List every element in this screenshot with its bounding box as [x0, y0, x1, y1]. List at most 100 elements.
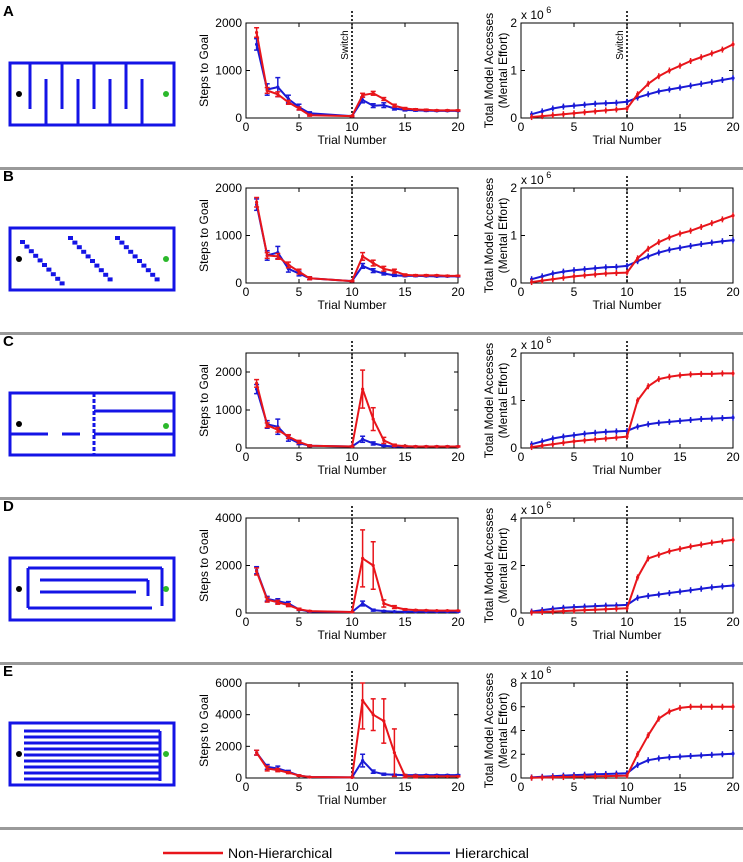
- data-point: [361, 254, 365, 258]
- series-non-hierarchical: [530, 370, 735, 451]
- data-point: [614, 101, 619, 105]
- steps-chart: 0 5 10 15 20 0 1000 2000 Trial Number Steps to Go…: [197, 341, 465, 477]
- data-point: [255, 381, 259, 385]
- data-point: [255, 751, 259, 755]
- y-axis-label: Steps to Goal: [197, 364, 211, 437]
- x-tick-label: 0: [518, 450, 525, 464]
- y-axis-label: Total Model Accesses: [482, 343, 496, 458]
- data-point: [403, 607, 407, 612]
- data-point: [350, 444, 354, 449]
- data-point: [392, 443, 396, 447]
- steps-chart: 0 5 10 15 20 0 1000 2000 Trial Number Steps to Go…: [197, 176, 465, 312]
- x-axis-label: Trial Number: [318, 463, 387, 477]
- data-point: [572, 609, 576, 613]
- maze-wall: [123, 245, 129, 250]
- multiplier-label: x 10 6: [521, 665, 551, 682]
- data-point: [561, 112, 566, 116]
- data-point: [456, 609, 460, 613]
- data-point: [667, 235, 672, 239]
- goal-dot: [163, 91, 169, 97]
- data-point: [382, 271, 386, 276]
- data-point: [265, 598, 269, 602]
- y-axis-label: Steps to Goal: [197, 34, 211, 107]
- maze-wall: [50, 272, 56, 277]
- data-point: [350, 279, 354, 283]
- legend-hierarchical-label: Hierarchical: [455, 845, 529, 861]
- y-tick-label: 0: [235, 771, 242, 785]
- data-point: [572, 268, 576, 272]
- data-point: [540, 444, 544, 448]
- y-tick-label: 2000: [215, 16, 242, 30]
- data-point: [371, 417, 375, 421]
- x-tick-label: 5: [296, 780, 303, 794]
- data-point: [604, 271, 608, 276]
- data-point: [361, 387, 365, 391]
- data-point: [646, 247, 650, 251]
- data-point: [530, 445, 534, 449]
- data-point: [657, 717, 661, 721]
- data-point: [699, 753, 703, 758]
- data-point: [424, 608, 428, 612]
- data-point: [625, 774, 629, 778]
- data-point: [604, 108, 608, 112]
- data-point: [435, 273, 439, 277]
- x-tick-label: 15: [398, 615, 412, 629]
- x-tick-label: 15: [673, 780, 687, 794]
- maze-wall: [90, 259, 95, 263]
- data-point: [636, 596, 640, 600]
- multiplier-base: x 10: [521, 173, 544, 187]
- data-point: [657, 89, 661, 93]
- data-point: [551, 271, 555, 276]
- data-point: [646, 594, 650, 598]
- data-point: [435, 774, 439, 779]
- maze-wall: [141, 263, 147, 268]
- data-point: [689, 754, 693, 758]
- data-point: [297, 270, 301, 274]
- data-point: [720, 371, 725, 376]
- data-point: [667, 549, 672, 553]
- data-point: [572, 104, 576, 108]
- data-point: [699, 242, 703, 246]
- data-point: [572, 605, 576, 609]
- series-non-hierarchical: [254, 27, 461, 118]
- data-point: [699, 372, 703, 376]
- y-tick-label: 1000: [215, 403, 242, 417]
- data-point: [657, 756, 661, 761]
- data-point: [456, 774, 460, 779]
- x-tick-label: 0: [518, 615, 525, 629]
- x-axis-label: Trial Number: [318, 133, 387, 147]
- data-point: [720, 239, 725, 243]
- data-point: [689, 229, 693, 233]
- data-point: [667, 591, 672, 595]
- y-tick-label: 8: [510, 676, 517, 690]
- data-point: [625, 606, 629, 610]
- data-point: [350, 775, 354, 779]
- y-tick-label: 2: [510, 747, 517, 761]
- data-point: [361, 698, 365, 703]
- maze-wall: [145, 268, 151, 273]
- effort-chart: 0 5 10 15 20 0 2 4 Trial Number Total Model Acces…: [482, 500, 740, 642]
- data-point: [445, 444, 449, 449]
- data-point: [445, 274, 449, 278]
- data-point: [308, 276, 312, 280]
- data-point: [667, 375, 672, 379]
- maze-border: [8, 61, 176, 127]
- multiplier-base: x 10: [521, 503, 544, 517]
- data-point: [276, 85, 280, 89]
- data-point: [625, 100, 629, 104]
- y-tick-label: 2: [510, 181, 517, 195]
- data-point: [414, 608, 418, 612]
- data-point: [445, 774, 449, 779]
- multiplier-exponent: 6: [544, 335, 552, 345]
- data-point: [583, 438, 587, 442]
- data-point: [625, 270, 629, 275]
- data-point: [636, 763, 640, 767]
- series-line: [531, 372, 733, 449]
- multiplier-base: x 10: [521, 338, 544, 352]
- series-hierarchical: [530, 75, 735, 118]
- y-tick-label: 4: [510, 511, 517, 525]
- series-line: [255, 202, 458, 283]
- data-point: [699, 225, 703, 229]
- data-point: [572, 111, 576, 115]
- x-tick-label: 20: [726, 615, 740, 629]
